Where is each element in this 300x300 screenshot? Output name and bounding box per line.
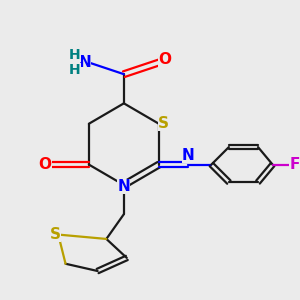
Text: N: N — [118, 179, 130, 194]
Text: O: O — [39, 157, 52, 172]
Text: S: S — [50, 227, 61, 242]
Text: S: S — [158, 116, 169, 131]
Text: N: N — [182, 148, 194, 163]
Text: N: N — [78, 55, 91, 70]
Text: H: H — [69, 48, 81, 62]
Text: O: O — [158, 52, 171, 67]
Text: F: F — [289, 157, 300, 172]
Text: H: H — [69, 63, 81, 77]
